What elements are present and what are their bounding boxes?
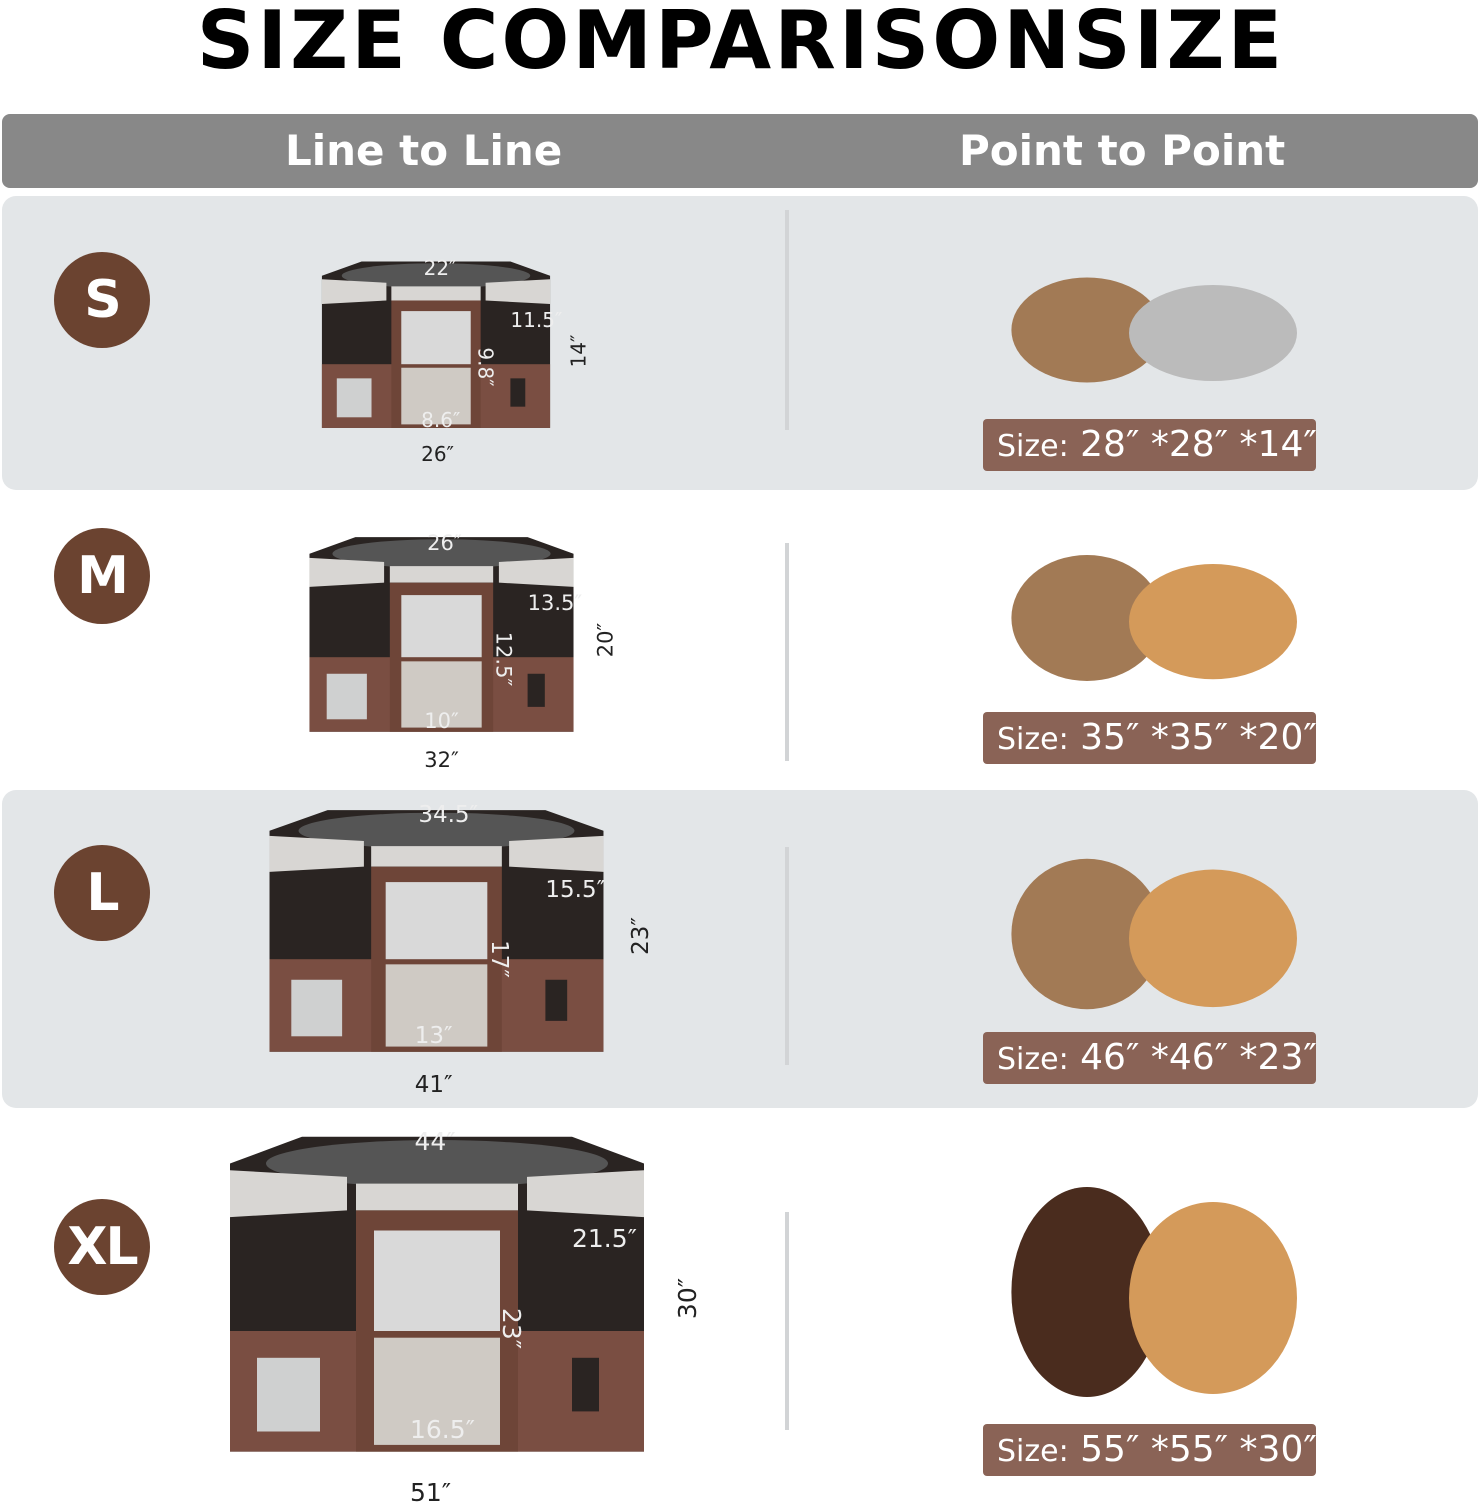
size-label: Size: [997, 1434, 1069, 1469]
size-label: Size: [997, 1042, 1069, 1077]
playpen: 44″ 21.5″ 23″ 16.5″ 30″ 51″ [212, 1126, 702, 1507]
playpen: 26″ 13.5″ 12.5″ 10″ 20″ 32″ [298, 530, 617, 772]
animals-photo [940, 240, 1360, 390]
size-label: Size: [997, 722, 1069, 757]
door-height-label: 12.5″ [491, 631, 516, 687]
top-diameter-label: 22″ [423, 256, 457, 281]
playpen-illustration [309, 537, 574, 732]
size-badge: Size: 28″ *28″ *14″ [983, 419, 1317, 471]
door-height-label: 9.8″ [473, 347, 498, 387]
animals-photo [940, 510, 1360, 690]
size-value: 55″ *55″ *30″ [1080, 1429, 1317, 1470]
playpen-illustration [230, 1136, 644, 1452]
door-height-label: 17″ [485, 940, 512, 979]
column-divider [785, 210, 789, 430]
height-label: 23″ [627, 917, 654, 956]
width-label: 41″ [414, 1072, 453, 1099]
playpen-illustration [269, 810, 604, 1052]
size-value: 46″ *46″ *23″ [1080, 1037, 1317, 1078]
panel-width-label: 21.5″ [572, 1223, 638, 1253]
top-diameter-label: 26″ [427, 530, 462, 555]
top-diameter-label: 44″ [414, 1126, 456, 1156]
width-label: 51″ [410, 1478, 452, 1507]
panel-width-label: 11.5″ [510, 307, 563, 332]
column-divider [785, 847, 789, 1065]
size-code-circle: L [54, 845, 150, 941]
size-value: 35″ *35″ *20″ [1080, 717, 1317, 758]
door-width-label: 10″ [424, 708, 459, 733]
panel-width-label: 15.5″ [545, 876, 606, 903]
column-divider [785, 1212, 789, 1430]
playpen: 34.5″ 15.5″ 17″ 13″ 23″ 41″ [255, 802, 654, 1098]
animals-photo [940, 805, 1360, 1020]
column-header-bar: Line to Line Point to Point [2, 114, 1478, 188]
size-label: Size: [997, 429, 1069, 464]
door-width-label: 16.5″ [410, 1414, 476, 1444]
page-title: SIZE COMPARISONSIZE [196, 0, 1286, 87]
playpen: 22″ 11.5″ 9.8″ 8.6″ 14″ 26″ [312, 256, 591, 466]
size-value: 28″ *28″ *14″ [1080, 424, 1317, 465]
size-code-circle: XL [54, 1199, 150, 1295]
size-code-circle: M [54, 528, 150, 624]
header-line-to-line: Line to Line [285, 126, 563, 175]
height-label: 20″ [593, 622, 618, 658]
height-label: 14″ [566, 334, 591, 368]
height-label: 30″ [672, 1278, 702, 1320]
size-badge: Size: 35″ *35″ *20″ [983, 712, 1317, 764]
header-point-to-point: Point to Point [959, 126, 1286, 175]
top-diameter-label: 34.5″ [418, 802, 479, 829]
playpen-illustration [321, 261, 551, 428]
panel-width-label: 13.5″ [527, 590, 583, 615]
width-label: 26″ [421, 442, 455, 467]
animals-photo [940, 1112, 1360, 1412]
column-divider [785, 543, 789, 761]
door-height-label: 23″ [497, 1308, 527, 1350]
door-width-label: 8.6″ [421, 408, 461, 433]
door-width-label: 13″ [414, 1023, 453, 1050]
size-code-circle: S [54, 252, 150, 348]
width-label: 32″ [424, 748, 459, 773]
size-badge: Size: 46″ *46″ *23″ [983, 1032, 1317, 1084]
size-badge: Size: 55″ *55″ *30″ [983, 1424, 1317, 1476]
